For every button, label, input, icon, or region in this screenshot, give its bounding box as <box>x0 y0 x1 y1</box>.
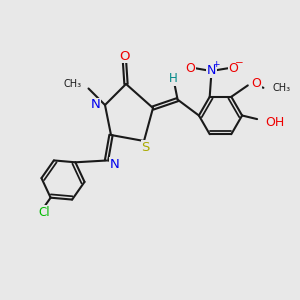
Text: O: O <box>228 62 238 75</box>
Text: CH₃: CH₃ <box>272 83 290 93</box>
Text: H: H <box>169 72 178 85</box>
Text: N: N <box>110 158 120 171</box>
Text: Cl: Cl <box>38 206 50 218</box>
Text: N: N <box>206 64 216 77</box>
Text: O: O <box>251 77 261 90</box>
Text: OH: OH <box>266 116 285 129</box>
Text: +: + <box>212 61 219 70</box>
Text: O: O <box>185 62 195 75</box>
Text: O: O <box>119 50 130 63</box>
Text: S: S <box>141 141 150 154</box>
Text: CH₃: CH₃ <box>64 79 82 89</box>
Text: −: − <box>235 58 244 68</box>
Text: N: N <box>91 98 100 112</box>
